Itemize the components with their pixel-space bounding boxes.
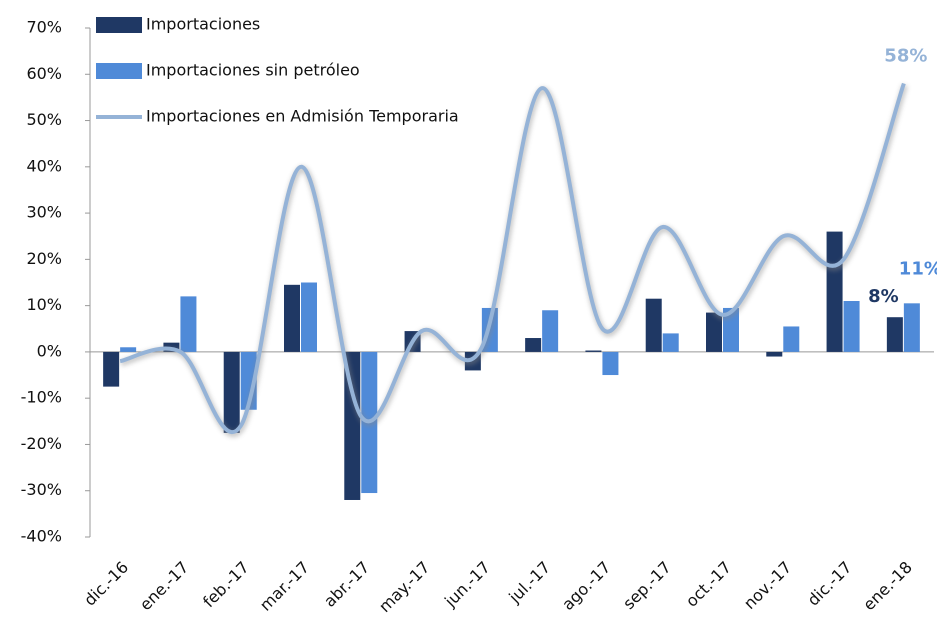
data-label: 58% <box>884 46 927 67</box>
legend-label: Importaciones en Admisión Temporaria <box>146 107 459 126</box>
x-tick-label: mar.-17 <box>256 558 313 615</box>
bar <box>284 284 300 352</box>
y-tick-label: -10% <box>21 388 62 407</box>
bar <box>826 231 843 352</box>
legend-swatch <box>96 17 142 33</box>
x-tick-group: ene.-18 <box>859 558 916 615</box>
y-tick-label: 0% <box>37 341 62 360</box>
bar <box>223 351 240 433</box>
x-tick-group: nov.-17 <box>740 558 795 613</box>
x-tick-label: dic.-17 <box>804 558 856 610</box>
bar <box>585 350 602 352</box>
bar <box>180 296 197 352</box>
bar <box>766 351 783 357</box>
y-tick-label: -40% <box>21 527 62 546</box>
x-tick-group: feb.-17 <box>199 558 253 612</box>
y-tick-label: 70% <box>26 18 62 37</box>
bar <box>645 298 662 352</box>
x-tick-group: dic.-16 <box>80 558 132 610</box>
legend-swatch <box>96 63 142 79</box>
x-tick-label: jul.-17 <box>504 558 554 608</box>
x-tick-group: abr.-17 <box>320 558 373 611</box>
y-tick-label: 40% <box>26 156 62 175</box>
legend-label: Importaciones <box>146 15 260 34</box>
x-tick-label: ene.-18 <box>859 558 916 615</box>
bar <box>903 303 920 352</box>
bar <box>843 301 860 352</box>
legend-label: Importaciones sin petróleo <box>146 61 360 80</box>
bar <box>103 351 120 387</box>
bar <box>542 310 559 352</box>
x-tick-label: may.-17 <box>375 558 434 617</box>
y-tick-label: 30% <box>26 203 62 222</box>
x-tick-group: ene.-17 <box>136 558 193 615</box>
bar <box>783 326 800 352</box>
bar <box>525 338 542 352</box>
x-tick-group: dic.-17 <box>804 558 856 610</box>
bar <box>706 312 722 352</box>
x-tick-group: jul.-17 <box>504 558 554 608</box>
x-tick-group: sep.-17 <box>619 558 675 614</box>
data-label: 8% <box>868 286 899 307</box>
y-tick-label: 50% <box>26 110 62 129</box>
x-tick-label: oct.-17 <box>682 558 735 611</box>
x-tick-group: ago.-17 <box>558 558 614 614</box>
x-tick-label: jun.-17 <box>440 558 494 612</box>
x-tick-label: nov.-17 <box>740 558 795 613</box>
bar <box>344 351 361 500</box>
y-tick-label: 10% <box>26 295 62 314</box>
bar <box>301 282 317 352</box>
bar <box>662 333 679 352</box>
x-tick-group: mar.-17 <box>256 558 313 615</box>
x-tick-group: oct.-17 <box>682 558 735 611</box>
bar <box>602 351 619 376</box>
y-tick-label: -30% <box>21 480 62 499</box>
data-label: 11% <box>899 258 937 279</box>
x-tick-label: dic.-16 <box>80 558 132 610</box>
y-tick-label: -20% <box>21 434 62 453</box>
bar <box>886 317 903 352</box>
line <box>119 82 906 435</box>
y-tick-label: 20% <box>26 249 62 268</box>
y-tick-label: 60% <box>26 64 62 83</box>
x-tick-label: sep.-17 <box>619 558 675 614</box>
x-tick-label: ene.-17 <box>136 558 193 615</box>
x-tick-group: jun.-17 <box>440 558 494 612</box>
x-tick-label: ago.-17 <box>558 558 614 614</box>
bar <box>120 347 137 352</box>
x-tick-label: abr.-17 <box>320 558 373 611</box>
x-tick-label: feb.-17 <box>199 558 253 612</box>
x-tick-group: may.-17 <box>375 558 434 617</box>
